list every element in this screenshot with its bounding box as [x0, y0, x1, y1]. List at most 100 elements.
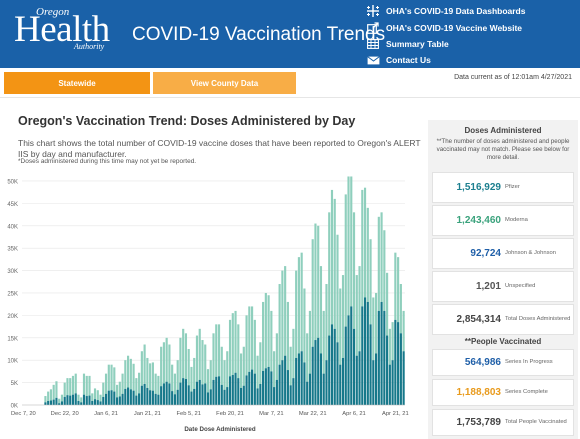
bar-segment-light[interactable] — [55, 381, 58, 398]
bar-segment-dark[interactable] — [223, 389, 226, 405]
bar-segment-dark[interactable] — [256, 388, 259, 405]
bar-segment-light[interactable] — [176, 360, 179, 390]
bar-segment-dark[interactable] — [325, 360, 328, 405]
bar-segment-dark[interactable] — [242, 385, 245, 405]
bar-segment-light[interactable] — [402, 310, 405, 352]
bar-segment-dark[interactable] — [245, 375, 248, 405]
bar-segment-light[interactable] — [212, 333, 215, 380]
bar-segment-dark[interactable] — [168, 383, 171, 405]
bar-segment-light[interactable] — [264, 292, 267, 369]
bar-segment-light[interactable] — [206, 369, 210, 393]
bar-segment-dark[interactable] — [102, 396, 105, 405]
bar-segment-light[interactable] — [292, 328, 295, 379]
bar-segment-light[interactable] — [135, 378, 138, 396]
bar-segment-dark[interactable] — [146, 387, 149, 405]
bar-segment-dark[interactable] — [135, 395, 138, 405]
bar-segment-light[interactable] — [311, 239, 314, 347]
bar-segment-dark[interactable] — [300, 351, 303, 405]
bar-segment-light[interactable] — [363, 187, 367, 298]
bar-segment-dark[interactable] — [237, 378, 240, 405]
bar-segment-light[interactable] — [104, 373, 108, 394]
bar-segment-dark[interactable] — [151, 390, 154, 405]
bar-segment-dark[interactable] — [352, 328, 356, 405]
bar-segment-dark[interactable] — [369, 324, 372, 405]
bar-segment-light[interactable] — [347, 176, 350, 316]
bar-segment-dark[interactable] — [336, 342, 339, 405]
bar-segment-dark[interactable] — [149, 390, 152, 405]
bar-segment-light[interactable] — [190, 366, 193, 392]
bar-segment-dark[interactable] — [394, 319, 397, 405]
bar-segment-light[interactable] — [314, 223, 317, 341]
bar-segment-dark[interactable] — [118, 396, 121, 405]
bar-segment-light[interactable] — [262, 301, 265, 371]
bar-segment-dark[interactable] — [138, 393, 141, 405]
bar-segment-light[interactable] — [193, 357, 196, 389]
bar-segment-light[interactable] — [113, 367, 116, 392]
bar-segment-light[interactable] — [132, 363, 135, 391]
bar-segment-dark[interactable] — [228, 376, 232, 405]
bar-segment-dark[interactable] — [140, 385, 143, 405]
bar-segment-dark[interactable] — [91, 400, 94, 405]
bar-segment-dark[interactable] — [60, 401, 64, 405]
bar-segment-light[interactable] — [91, 393, 94, 401]
bar-segment-light[interactable] — [99, 394, 102, 402]
bar-segment-dark[interactable] — [52, 399, 55, 405]
bar-segment-dark[interactable] — [115, 397, 119, 405]
bar-segment-dark[interactable] — [361, 306, 364, 405]
bar-segment-light[interactable] — [85, 375, 88, 397]
bar-segment-dark[interactable] — [292, 378, 295, 405]
bar-segment-dark[interactable] — [201, 384, 204, 405]
bar-segment-dark[interactable] — [322, 373, 325, 405]
bar-segment-light[interactable] — [242, 346, 245, 386]
bar-segment-dark[interactable] — [58, 403, 61, 405]
bar-segment-dark[interactable] — [143, 383, 146, 405]
bar-segment-light[interactable] — [281, 270, 284, 361]
bar-segment-light[interactable] — [237, 324, 240, 379]
bar-segment-dark[interactable] — [96, 400, 99, 405]
bar-segment-light[interactable] — [297, 257, 300, 354]
bar-segment-light[interactable] — [380, 212, 383, 302]
bar-segment-dark[interactable] — [391, 360, 394, 405]
bar-segment-light[interactable] — [273, 351, 276, 388]
bar-segment-dark[interactable] — [355, 355, 358, 405]
bar-segment-dark[interactable] — [311, 346, 314, 405]
bar-segment-light[interactable] — [52, 384, 55, 400]
bar-segment-dark[interactable] — [339, 364, 342, 405]
bar-segment-dark[interactable] — [204, 383, 207, 405]
bar-segment-dark[interactable] — [251, 369, 254, 405]
bar-segment-dark[interactable] — [49, 400, 53, 405]
bar-segment-light[interactable] — [333, 198, 336, 329]
bar-segment-dark[interactable] — [99, 401, 102, 405]
bar-segment-dark[interactable] — [347, 315, 350, 405]
bar-segment-dark[interactable] — [319, 353, 323, 405]
bar-segment-light[interactable] — [239, 353, 243, 388]
bar-segment-dark[interactable] — [399, 333, 402, 405]
bar-segment-light[interactable] — [201, 340, 204, 385]
bar-segment-light[interactable] — [394, 252, 397, 320]
bar-segment-dark[interactable] — [350, 306, 353, 405]
bar-segment-dark[interactable] — [157, 394, 160, 405]
bar-segment-dark[interactable] — [187, 385, 190, 405]
bar-segment-dark[interactable] — [234, 372, 237, 405]
bar-segment-light[interactable] — [399, 284, 402, 334]
bar-segment-light[interactable] — [366, 207, 369, 302]
bar-segment-dark[interactable] — [85, 396, 88, 405]
bar-segment-light[interactable] — [231, 313, 234, 375]
bar-segment-light[interactable] — [143, 344, 146, 384]
bar-segment-dark[interactable] — [270, 371, 273, 405]
bar-segment-dark[interactable] — [182, 378, 185, 405]
bar-segment-dark[interactable] — [55, 397, 58, 405]
bar-segment-light[interactable] — [226, 351, 229, 388]
bar-segment-dark[interactable] — [215, 376, 218, 405]
bar-segment-light[interactable] — [386, 272, 389, 336]
bar-segment-light[interactable] — [275, 333, 278, 380]
bar-segment-dark[interactable] — [176, 389, 179, 405]
bar-segment-light[interactable] — [286, 301, 289, 371]
bar-segment-light[interactable] — [300, 252, 303, 352]
bar-segment-light[interactable] — [251, 306, 254, 370]
dashboards-link[interactable]: OHA's COVID-19 Data Dashboards — [366, 4, 525, 18]
bar-segment-light[interactable] — [328, 212, 331, 336]
bar-segment-dark[interactable] — [253, 373, 256, 405]
bar-segment-light[interactable] — [319, 266, 323, 354]
bar-segment-light[interactable] — [295, 270, 298, 358]
